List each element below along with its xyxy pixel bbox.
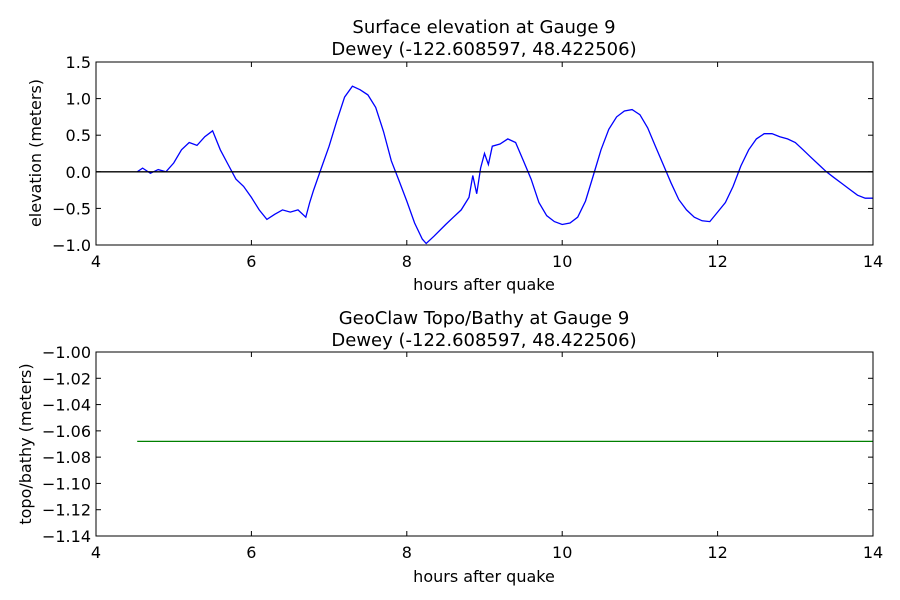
topo-x-tick-label: 4	[91, 543, 101, 562]
topo-y-tick-label: −1.06	[42, 422, 91, 441]
elevation-x-ticks: 4 6 8 10 12 14	[91, 62, 883, 271]
elevation-chart: Surface elevation at Gauge 9 Dewey (-122…	[26, 17, 883, 294]
topo-x-label: hours after quake	[413, 567, 555, 586]
topo-x-tick-label: 6	[246, 543, 256, 562]
elevation-x-tick-label: 10	[552, 252, 572, 271]
topo-x-ticks: 4 6 8 10 12 14	[91, 352, 883, 562]
elevation-chart-title: Surface elevation at Gauge 9	[352, 17, 615, 38]
topo-y-tick-label: −1.00	[42, 343, 91, 362]
topo-x-tick-label: 12	[707, 543, 727, 562]
elevation-x-tick-label: 4	[91, 252, 101, 271]
elevation-series-line-0	[136, 85, 873, 245]
topo-chart-subtitle: Dewey (-122.608597, 48.422506)	[331, 330, 636, 351]
topo-y-tick-label: −1.04	[42, 396, 91, 415]
topo-chart: GeoClaw Topo/Bathy at Gauge 9 Dewey (-12…	[16, 308, 883, 586]
elevation-x-label: hours after quake	[413, 275, 555, 294]
topo-y-tick-label: −1.12	[42, 501, 91, 520]
topo-x-tick-label: 10	[552, 543, 572, 562]
topo-plot-frame	[95, 351, 874, 537]
elevation-y-tick-label: −0.5	[52, 199, 91, 218]
elevation-y-label: elevation (meters)	[26, 79, 45, 227]
elevation-x-tick-label: 6	[246, 252, 256, 271]
topo-y-ticks: −1.00 −1.02 −1.04 −1.06 −1.08 −1.10 −1.12 −1.14	[42, 343, 873, 546]
elevation-x-tick-label: 12	[707, 252, 727, 271]
elevation-y-tick-label: 0.5	[66, 126, 91, 145]
elevation-y-tick-label: 1.0	[66, 90, 91, 109]
topo-y-tick-label: −1.02	[42, 369, 91, 388]
elevation-y-ticks: 1.5 1.0 0.5 0.0 −0.5 −1.0	[52, 53, 873, 255]
elevation-chart-subtitle: Dewey (-122.608597, 48.422506)	[331, 39, 636, 60]
topo-y-tick-label: −1.14	[42, 527, 91, 546]
elevation-y-tick-label: 1.5	[66, 53, 91, 72]
topo-x-tick-label: 8	[402, 543, 412, 562]
topo-x-tick-label: 14	[863, 543, 883, 562]
topo-y-label: topo/bathy (meters)	[16, 363, 35, 524]
topo-y-tick-label: −1.08	[42, 448, 91, 467]
elevation-plot-frame	[95, 61, 874, 246]
elevation-y-tick-label: −1.0	[52, 236, 91, 255]
topo-chart-title: GeoClaw Topo/Bathy at Gauge 9	[339, 308, 630, 329]
elevation-x-tick-label: 14	[863, 252, 883, 271]
elevation-x-tick-label: 8	[402, 252, 412, 271]
elevation-y-tick-label: 0.0	[66, 163, 91, 182]
elevation-plot-area	[96, 85, 873, 245]
topo-y-tick-label: −1.10	[42, 474, 91, 493]
